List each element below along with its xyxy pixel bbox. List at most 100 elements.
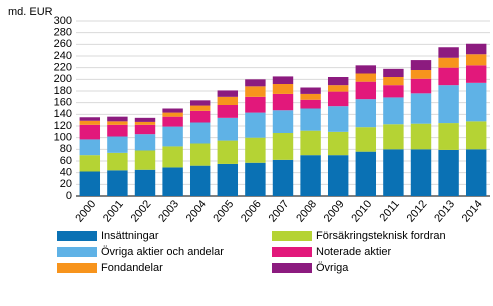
bar-segment — [327, 77, 349, 86]
bar-segment — [245, 162, 266, 196]
legend-swatch — [272, 247, 312, 257]
legend-swatch — [57, 231, 97, 241]
bar-segment — [355, 81, 377, 100]
bar-segment — [383, 77, 404, 86]
y-tick-label: 100 — [54, 132, 72, 144]
bar-segment — [162, 126, 183, 147]
bar-segment — [438, 57, 459, 68]
bar-segment — [79, 139, 101, 156]
bar-segment — [134, 117, 156, 122]
y-tick-label: 200 — [54, 73, 72, 85]
bar-segment — [300, 87, 321, 94]
bar-segment — [355, 151, 377, 196]
bar-segment — [162, 167, 183, 196]
bar-segment — [383, 68, 404, 77]
bar-segment — [79, 171, 101, 196]
x-tick-label: 2013 — [432, 198, 457, 224]
bar-segment — [465, 82, 487, 122]
bar-segment — [327, 85, 349, 92]
bar-segment — [438, 67, 459, 86]
x-tick-label: 2009 — [322, 198, 347, 224]
bar-segment — [162, 112, 183, 117]
y-tick-label: 240 — [54, 50, 72, 62]
bar-segment — [327, 131, 349, 156]
bar-segment — [410, 149, 432, 196]
y-tick-label: 300 — [54, 15, 72, 27]
y-tick-label: 260 — [54, 38, 72, 50]
x-tick-label: 2010 — [349, 198, 374, 224]
bar-segment — [162, 116, 183, 127]
bar-segment — [162, 146, 183, 168]
bar-segment — [355, 65, 377, 74]
bar-segment — [107, 152, 128, 171]
bar-segment — [410, 93, 432, 124]
bar-segment — [300, 155, 321, 196]
bar-segment — [245, 137, 266, 163]
y-tick-label: 120 — [54, 120, 72, 132]
bar-segment — [189, 122, 211, 144]
bar-segment — [217, 163, 239, 196]
bar-segment — [300, 99, 321, 109]
y-axis-label: md. EUR — [8, 6, 53, 18]
bar-segment — [272, 84, 294, 94]
legend-label: Övriga aktier och andelar — [101, 246, 224, 258]
bar-segment — [438, 123, 459, 150]
bar-segment — [107, 136, 128, 153]
y-tick-label: 140 — [54, 108, 72, 120]
bar-segment — [355, 73, 377, 82]
bar-segment — [107, 121, 128, 125]
bar-segment — [134, 169, 156, 196]
bar-segment — [217, 90, 239, 97]
bar-segment — [383, 124, 404, 150]
bar-segment — [300, 130, 321, 156]
bar-segment — [438, 85, 459, 124]
x-tick-label: 2012 — [405, 198, 430, 224]
bar-segment — [189, 100, 211, 106]
bar-segment — [217, 96, 239, 105]
x-tick-label: 2011 — [378, 198, 402, 224]
bar-segment — [383, 97, 404, 125]
x-tick-label: 2008 — [294, 198, 319, 224]
y-tick-label: 0 — [66, 190, 72, 202]
bar-segment — [355, 99, 377, 128]
bar-segment — [272, 76, 294, 84]
y-tick-label: 180 — [54, 85, 72, 97]
bar-segment — [217, 140, 239, 164]
bar-segment — [134, 134, 156, 151]
bar-segment — [465, 43, 487, 55]
legend-label: Försäkringsteknisk fordran — [316, 230, 446, 242]
bar-segment — [217, 117, 239, 141]
bar-segment — [189, 105, 211, 111]
y-tick-label: 40 — [60, 167, 72, 179]
bar-segment — [383, 149, 404, 196]
bar-segment — [79, 124, 101, 140]
bar-segment — [272, 110, 294, 133]
bar-segment — [245, 86, 266, 97]
y-tick-label: 280 — [54, 27, 72, 39]
bar-segment — [134, 121, 156, 125]
bar-segment — [355, 127, 377, 152]
bar-segment — [217, 105, 239, 118]
legend-swatch — [57, 263, 97, 273]
y-tick-label: 220 — [54, 62, 72, 74]
x-tick-label: 2007 — [267, 198, 292, 224]
bar-segment — [189, 165, 211, 196]
bar-segment — [107, 170, 128, 196]
bar-segment — [272, 93, 294, 111]
x-tick-label: 2004 — [184, 198, 209, 224]
bar-segment — [410, 123, 432, 150]
bar-segment — [300, 108, 321, 131]
x-tick-label: 2000 — [73, 198, 98, 224]
bar-segment — [189, 143, 211, 166]
legend-label: Insättningar — [101, 230, 159, 242]
x-tick-label: 2003 — [156, 198, 181, 224]
y-tick-label: 80 — [60, 143, 72, 155]
bar-segment — [465, 65, 487, 83]
bar-segment — [438, 47, 459, 58]
bar-segment — [245, 112, 266, 138]
bar-segment — [79, 117, 101, 121]
bar-segment — [410, 60, 432, 70]
bar-segment — [272, 159, 294, 196]
legend-label: Noterade aktier — [316, 246, 392, 258]
